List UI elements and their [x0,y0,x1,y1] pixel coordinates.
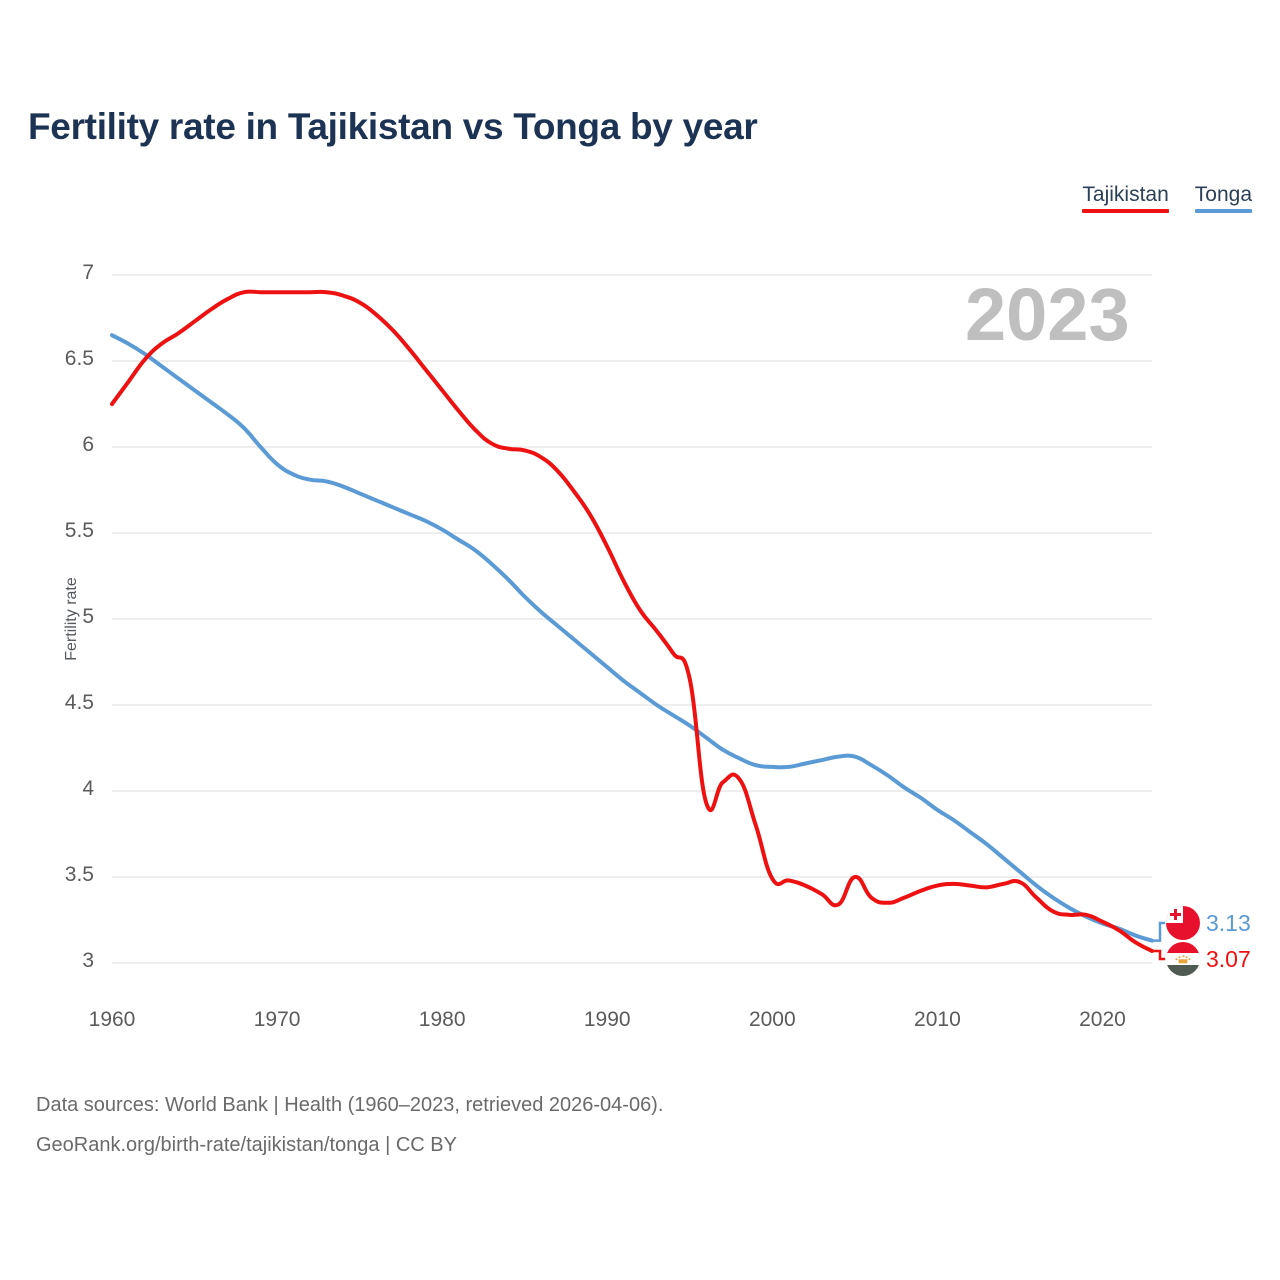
footer-sources: Data sources: World Bank | Health (1960–… [36,1085,663,1165]
page-title: Fertility rate in Tajikistan vs Tonga by… [28,106,758,147]
legend-item-tajikistan[interactable]: Tajikistan [1082,182,1169,213]
y-axis-tick-label: 4.5 [64,691,94,714]
series-line-tonga [110,333,1154,943]
footer-line-2: GeoRank.org/birth-rate/tajikistan/tonga … [36,1134,457,1156]
y-axis-tick-label: 3 [82,949,94,972]
y-axis-tick-label: 4 [82,777,94,800]
chart-legend: Tajikistan Tonga [1082,182,1252,213]
x-axis-tick-label: 2010 [914,1008,961,1031]
endpoint-value-tonga: 3.13 [1206,909,1251,936]
x-axis-tick-label: 1960 [88,1008,136,1031]
year-watermark: 2023 [965,273,1130,356]
endpoint-value-tajikistan: 3.07 [1206,945,1251,972]
footer-line-1: Data sources: World Bank | Health (1960–… [36,1094,664,1116]
series-line-tajikistan [110,289,1154,953]
legend-rule-tajikistan [1082,209,1169,213]
y-axis-tick-label: 6.5 [64,347,94,370]
y-axis-tick-label: 5 [82,605,94,628]
tonga-flag-icon [1166,906,1200,940]
legend-label-tajikistan: Tajikistan [1082,183,1169,206]
legend-label-tonga: Tonga [1194,183,1252,206]
y-axis-tick-label: 3.5 [64,863,94,886]
endpoint-tajikistan: 3.07 [1166,942,1251,976]
y-axis-tick-label: 5.5 [64,519,94,542]
legend-rule-tonga [1194,209,1252,213]
x-axis-tick-label: 1970 [253,1008,301,1031]
gridlines [112,274,1152,964]
x-axis-tick-label: 2020 [1079,1008,1126,1031]
y-axis-title: Fertility rate [63,577,80,661]
tajikistan-flag-icon [1166,942,1200,976]
legend-item-tonga[interactable]: Tonga [1194,182,1252,213]
x-axis-tick-label: 1980 [418,1008,466,1031]
x-axis-tick-label: 1990 [583,1008,631,1031]
endpoint-tonga: 3.13 [1166,906,1251,940]
x-axis-tick-label: 2000 [748,1008,796,1031]
y-axis-tick-label: 7 [82,261,94,284]
y-axis-tick-label: 6 [82,433,94,456]
